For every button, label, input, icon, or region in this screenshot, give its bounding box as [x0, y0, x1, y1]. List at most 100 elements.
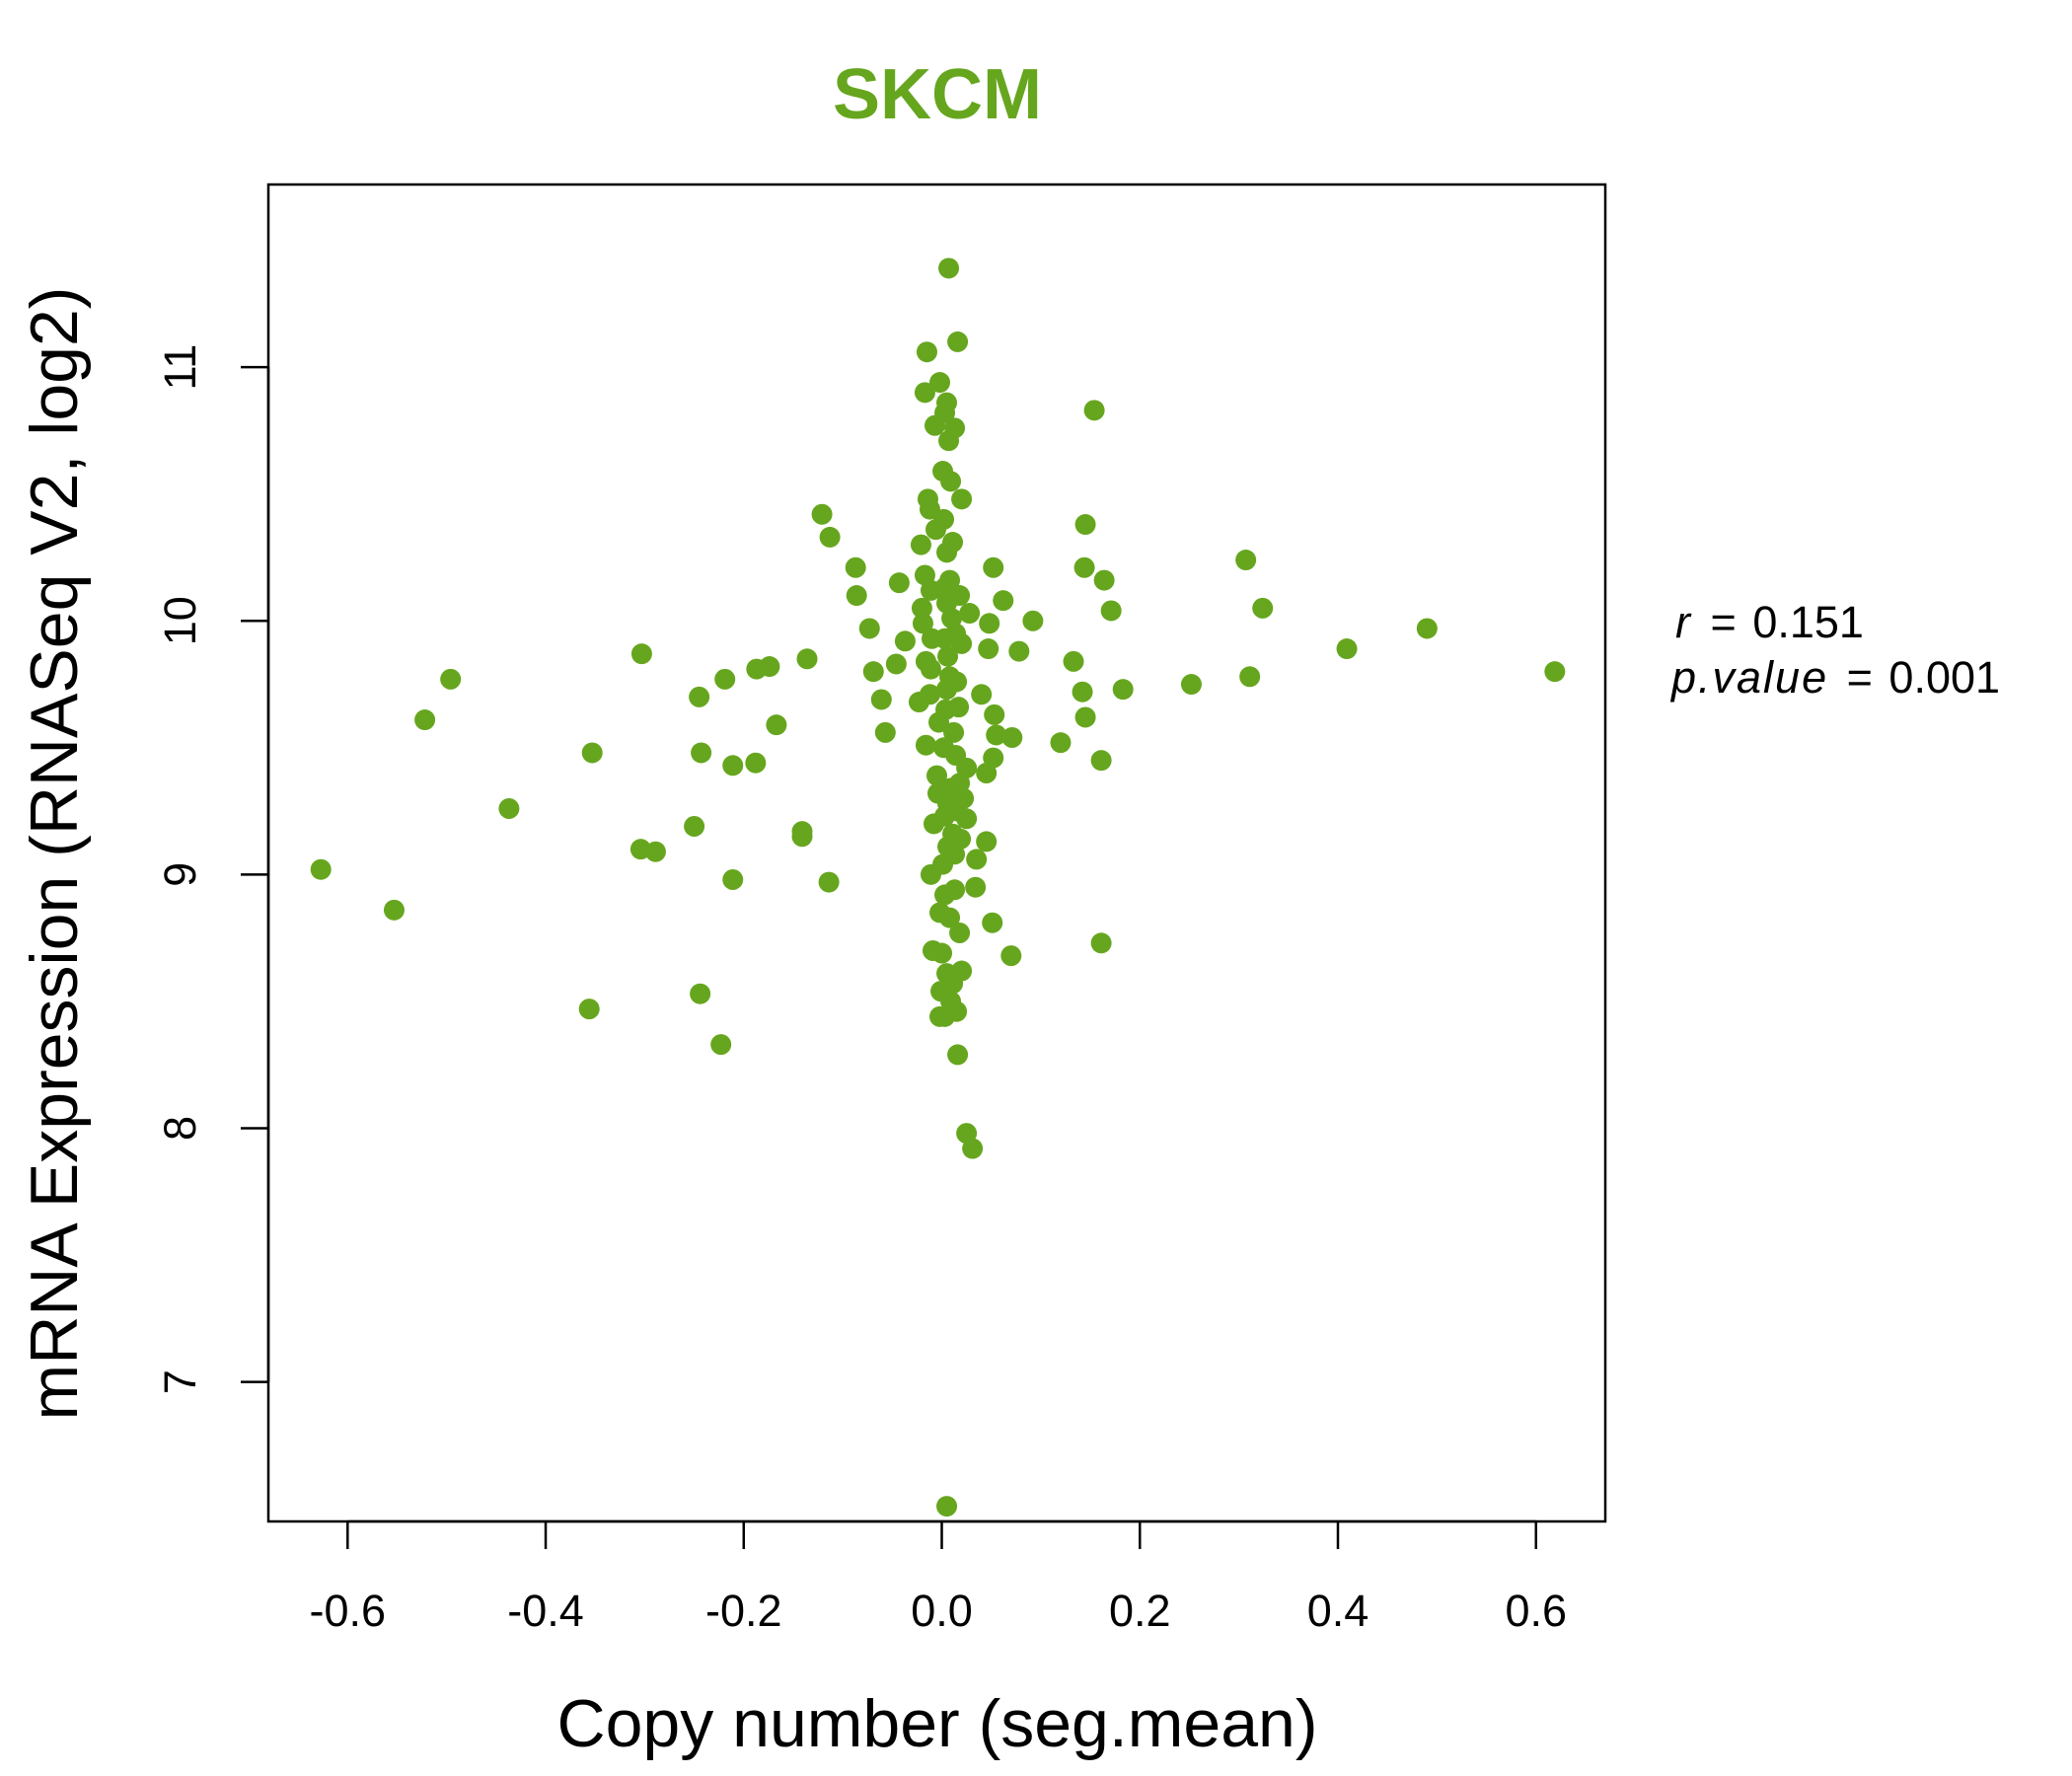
data-points: [310, 258, 1566, 1517]
data-point: [1008, 640, 1030, 662]
data-point: [710, 1034, 732, 1056]
data-point: [888, 572, 910, 594]
data-point: [924, 414, 945, 436]
data-point: [911, 597, 932, 619]
data-point: [766, 714, 787, 736]
y-tick-label: 8: [155, 1116, 205, 1141]
data-point: [938, 430, 960, 452]
data-point: [984, 703, 1005, 725]
data-point: [846, 585, 867, 607]
data-point: [1074, 514, 1096, 536]
r-label: r: [1675, 597, 1692, 647]
data-point: [976, 763, 998, 784]
data-point: [908, 692, 929, 713]
data-point: [310, 858, 332, 880]
y-tick-label: 7: [155, 1369, 205, 1394]
data-point: [928, 711, 950, 733]
data-point: [874, 721, 896, 743]
data-point: [982, 912, 1003, 933]
data-point: [1180, 674, 1202, 696]
data-point: [745, 752, 767, 774]
data-point: [966, 849, 988, 870]
x-tick-label: -0.2: [705, 1586, 782, 1636]
data-point: [689, 686, 710, 707]
data-point: [910, 534, 931, 555]
data-point: [1093, 569, 1115, 591]
data-point: [819, 526, 841, 548]
data-point: [1544, 661, 1566, 683]
data-point: [581, 742, 603, 764]
data-point: [965, 876, 987, 898]
data-point: [986, 724, 1007, 746]
data-point: [1090, 932, 1112, 954]
p-value-annotation: p.value = 0.001: [1669, 652, 2000, 703]
y-axis: 7 8 9 10 11: [155, 344, 270, 1394]
r-annotation: r = 0.151: [1675, 597, 1864, 647]
data-point: [1074, 706, 1096, 728]
p-label: p.value: [1669, 652, 1828, 703]
data-point: [929, 372, 951, 394]
data-point: [862, 661, 884, 683]
data-point: [915, 734, 936, 756]
data-point: [684, 816, 705, 838]
y-tick-label: 10: [155, 596, 205, 645]
data-point: [916, 341, 937, 363]
data-point: [956, 808, 978, 830]
data-point: [1050, 732, 1072, 754]
data-point: [414, 709, 436, 731]
y-axis-label: mRNA Expression (RNASeq V2, log2): [17, 287, 92, 1421]
data-point: [936, 1496, 958, 1517]
data-point: [947, 331, 969, 352]
x-axis-label: Copy number (seg.mean): [556, 1686, 1317, 1761]
data-point: [1100, 600, 1122, 622]
data-point: [722, 755, 744, 777]
data-point: [818, 871, 840, 893]
data-point: [1252, 597, 1274, 619]
data-point: [993, 590, 1014, 612]
x-tick-label: 0.6: [1505, 1586, 1567, 1636]
data-point: [925, 519, 946, 541]
data-point: [894, 630, 916, 652]
x-tick-label: -0.4: [507, 1586, 584, 1636]
data-point: [1073, 556, 1095, 578]
x-tick-label: -0.6: [310, 1586, 387, 1636]
data-point: [971, 684, 993, 705]
data-point: [947, 1044, 969, 1066]
data-point: [1336, 638, 1358, 660]
data-point: [937, 645, 959, 667]
data-point: [791, 826, 813, 848]
data-point: [920, 658, 941, 680]
p-value: 0.001: [1888, 652, 2000, 703]
data-point: [931, 942, 953, 964]
data-point: [690, 983, 711, 1004]
data-point: [1112, 679, 1134, 701]
y-tick-label: 11: [155, 344, 205, 391]
data-point: [1416, 618, 1438, 639]
data-point: [1001, 727, 1023, 749]
data-point: [938, 258, 960, 279]
chart-title: SKCM: [833, 55, 1042, 134]
data-point: [1072, 681, 1093, 703]
data-point: [936, 679, 958, 701]
data-point: [858, 618, 880, 639]
data-point: [920, 579, 941, 601]
r-value: 0.151: [1752, 597, 1864, 647]
data-point: [383, 899, 405, 921]
y-tick-label: 9: [155, 862, 205, 887]
x-axis: -0.6 -0.4 -0.2 0.0 0.2 0.4 0.6: [310, 1519, 1567, 1636]
data-point: [714, 668, 736, 690]
data-point: [440, 668, 462, 690]
data-point: [1063, 650, 1084, 672]
data-point: [1235, 550, 1257, 571]
data-point: [978, 638, 999, 660]
data-point: [979, 613, 1000, 634]
data-point: [630, 643, 652, 665]
data-point: [1239, 666, 1261, 688]
data-point: [923, 813, 944, 835]
x-tick-label: 0.2: [1109, 1586, 1171, 1636]
data-point: [1083, 400, 1105, 421]
data-point: [845, 556, 866, 578]
data-point: [578, 999, 600, 1020]
data-point: [920, 863, 941, 885]
x-tick-label: 0.4: [1307, 1586, 1369, 1636]
